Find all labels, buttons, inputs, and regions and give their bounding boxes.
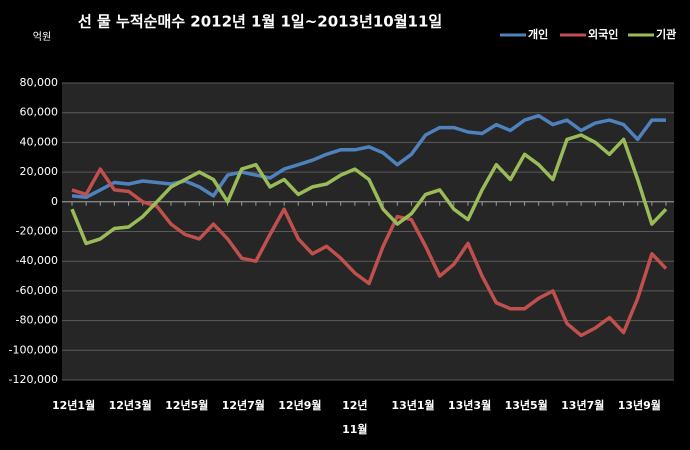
y-tick-label: -20,000 <box>16 225 58 238</box>
chart-title: 선 물 누적순매수 2012년 1월 1일~2013년10월11일 <box>78 13 442 31</box>
y-tick-label: -80,000 <box>16 314 58 327</box>
x-tick-label: 13년9월 <box>617 399 661 412</box>
y-tick-label: -40,000 <box>16 254 58 267</box>
legend-label: 외국인 <box>588 27 618 41</box>
x-tick-label: 13년3월 <box>448 399 492 412</box>
x-tick-label: 12년7월 <box>221 399 265 412</box>
y-tick-label: 60,000 <box>20 106 59 119</box>
series-line <box>71 113 666 200</box>
x-tick-label: 12년9월 <box>278 399 322 412</box>
y-tick-label: 0 <box>51 195 58 208</box>
y-tick-label: 40,000 <box>20 135 59 148</box>
y-axis-label: 억원 <box>33 31 51 43</box>
x-tick-label: 13년1월 <box>391 399 435 412</box>
y-tick-label: -100,000 <box>9 343 58 356</box>
legend-label: 개인 <box>528 27 548 41</box>
x-tick-label: 12년 11월 <box>342 399 368 436</box>
series-line <box>70 133 668 246</box>
series-line <box>71 167 668 338</box>
y-tick-label: -60,000 <box>16 284 58 297</box>
legend-label: 기관 <box>656 27 676 41</box>
x-tick-label: 12년3월 <box>108 399 152 412</box>
x-tick-label: 13년5월 <box>504 399 548 412</box>
y-tick-label: 20,000 <box>20 165 59 178</box>
y-tick-label: 80,000 <box>20 76 59 89</box>
x-tick-label: 13년7월 <box>561 399 605 412</box>
x-tick-label: 12년5월 <box>165 399 209 412</box>
x-tick-label: 12년1월 <box>52 399 96 412</box>
y-tick-label: -120,000 <box>9 373 58 386</box>
